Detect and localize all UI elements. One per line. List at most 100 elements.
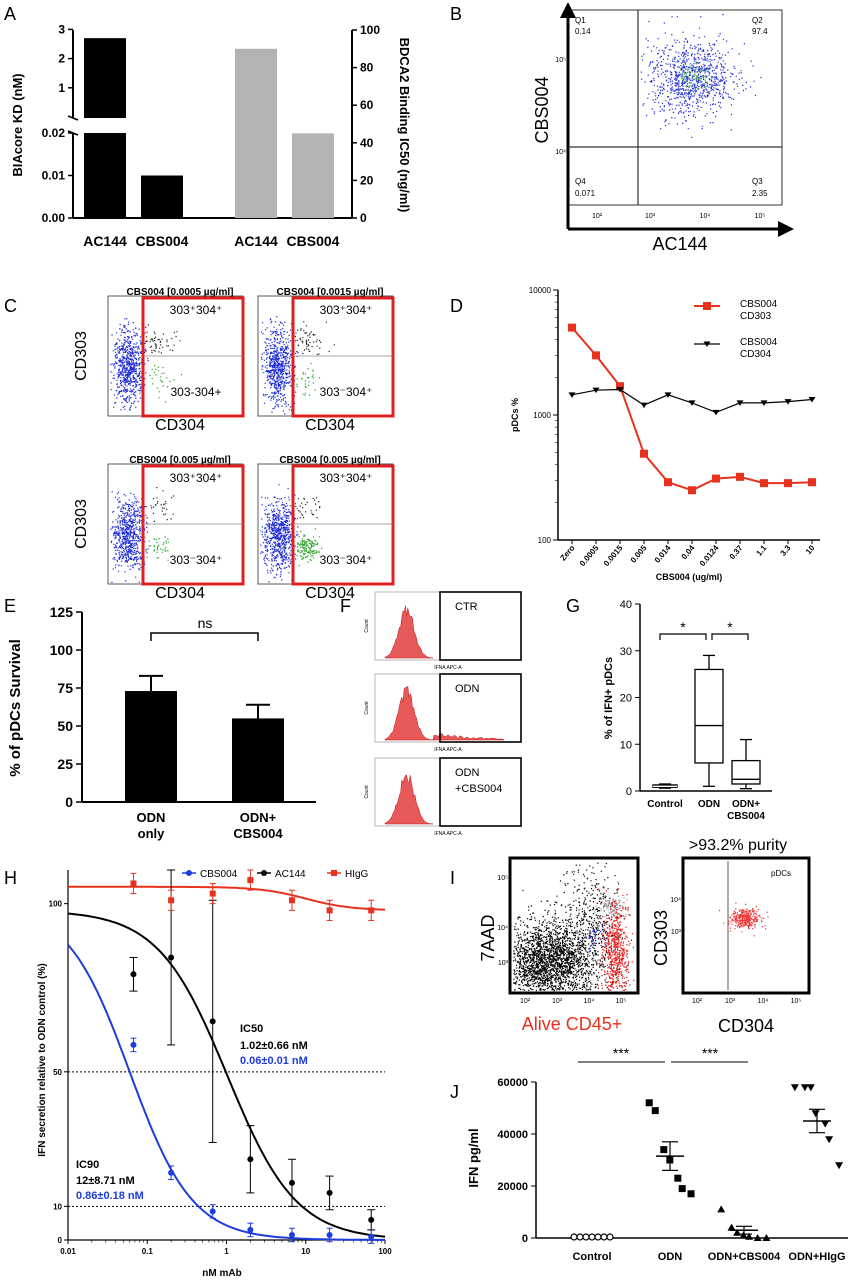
panel-e-ytick-label: 50 <box>57 718 73 734</box>
panel-h-point-cbs004 <box>326 1231 333 1238</box>
panel-c-gate-label-upper: 303⁺304⁺ <box>170 303 223 317</box>
panel-j-point-triangle <box>739 1231 748 1239</box>
panel-h-point-ac144 <box>130 971 137 978</box>
panel-b: B Q1 0.14 Q2 97.4 Q3 2.35 Q4 0.071 10² 10³ 10⁴ 10⁵ 1… <box>450 2 794 254</box>
panel-g-significance-label: * <box>727 619 733 635</box>
panel-j-xlabel: ODN+HIgG <box>788 1251 845 1263</box>
panel-i-right-title: >93.2% purity <box>689 837 787 854</box>
panel-j-ytick-label: 20000 <box>497 1181 528 1193</box>
panel-d-ytick-label: 10000 <box>529 286 552 295</box>
panel-f-histogram-fill <box>384 685 505 741</box>
panel-b-y-arrowhead <box>560 2 576 18</box>
panel-i-right-xlabel: CD304 <box>718 1016 774 1036</box>
panel-i-gray-cells <box>594 891 628 920</box>
panel-h-ic50-title: IC50 <box>240 1023 263 1035</box>
panel-d-xtick-label: 1.1 <box>754 543 768 558</box>
panel-c-plot-title: CBS004 [0.0015 µg/ml] <box>277 287 384 298</box>
panel-d-xtick-label: 3.3 <box>778 543 792 558</box>
panel-b-q1-name: Q1 <box>575 16 586 25</box>
panel-c: C CBS004 [0.0005 µg/ml]303⁺304⁺303-304+C… <box>4 287 395 602</box>
panel-a-xlabel: AC144 <box>83 233 127 249</box>
panel-i-left-xtick-label: 10² <box>520 998 531 1005</box>
panel-h-point-cbs004 <box>209 1208 216 1215</box>
panel-c-xlabel: CD304 <box>305 417 355 434</box>
panel-d-xtick-label: 0.014 <box>653 543 673 565</box>
panel-c-gate-label-upper: 303⁺304⁺ <box>320 471 373 485</box>
panel-g-ytick-label: 30 <box>620 646 632 658</box>
panel-b-q4-name: Q4 <box>575 177 586 186</box>
panel-h-fit-higg <box>68 885 385 911</box>
panel-d-xtick-label: 0.37 <box>728 543 745 561</box>
panel-h-fit-cbs004 <box>67 944 385 1241</box>
panel-h-point-cbs004 <box>368 1233 375 1240</box>
panel-d-line-cd303 <box>571 326 813 492</box>
panel-j-point-odn <box>674 1174 682 1182</box>
panel-a-bar-cbs004-kd <box>141 175 183 218</box>
panel-h-ic50-ac144: 1.02±0.66 nM <box>240 1040 308 1052</box>
panel-d-marker-cd304 <box>736 400 744 406</box>
panel-c-xlabel: CD304 <box>305 585 355 602</box>
panel-d-marker-cd304 <box>568 392 576 398</box>
panel-a-right-ytick-label: 60 <box>360 98 374 112</box>
panel-label-b: B <box>450 4 462 24</box>
panel-e-significance-label: ns <box>198 615 213 631</box>
panel-a-xlabel: CBS004 <box>136 233 189 249</box>
panel-e-significance-bracket <box>150 632 259 641</box>
panel-j-point-higg <box>806 1084 815 1092</box>
panel-h-xtick-label: 100 <box>378 1247 392 1256</box>
panel-d-marker-cd303 <box>592 351 600 360</box>
panel-d-marker-cd304 <box>712 409 720 416</box>
panel-e-bar <box>125 691 177 802</box>
panel-i-left-ytick-label: 10⁵ <box>497 875 508 882</box>
panel-h-point-ac144 <box>168 954 175 961</box>
panel-j-point-control <box>582 1233 590 1241</box>
panel-c-plot-title: CBS004 [0.0005 µg/ml] <box>127 287 234 298</box>
panel-j-point-control <box>576 1233 584 1241</box>
panel-c-double-positive-cells <box>144 324 181 354</box>
panel-e: E % of pDCs Survival 0 25 50 75 100 125 ODNonl… <box>4 596 316 841</box>
panel-d-marker-cd304 <box>592 387 600 394</box>
panel-g-xlabel: CBS004 <box>727 811 765 822</box>
panel-b-xlabel: AC144 <box>652 234 707 254</box>
panel-h-point-higg <box>247 877 254 884</box>
panel-h-point-cbs004 <box>247 1226 254 1233</box>
panel-j-point-control <box>570 1233 578 1241</box>
panel-c-double-positive-cells <box>294 321 335 356</box>
panel-j: J IFN pg/ml 0 20000 40000 60000 Control ODN OD… <box>450 1045 848 1263</box>
panel-label-f: F <box>340 596 351 616</box>
panel-j-point-control <box>600 1233 608 1241</box>
panel-h-point-ac144 <box>209 1018 216 1025</box>
panel-label-a: A <box>4 4 16 24</box>
panel-f-gate-label: CTR <box>455 601 478 613</box>
panel-c-red-gate <box>291 464 395 586</box>
panel-a-bar-ac144-kd-lower <box>84 133 126 218</box>
panel-a-bar-ac144-ic50 <box>235 48 277 218</box>
panel-d-marker-cd303 <box>736 472 744 481</box>
panel-d-legend-label: CBS004 <box>740 299 778 310</box>
panel-d-marker-cd303 <box>712 474 720 483</box>
panel-b-q3-name: Q3 <box>752 177 763 186</box>
panel-h-legend-label: CBS004 <box>200 869 238 880</box>
panel-d: D 100 1000 10000 pDCs % Zero 0.0005 0.0015 0.00… <box>450 286 820 582</box>
panel-h: H IFN secretion relative to ODN control … <box>4 868 392 1279</box>
panel-g-xlabel: ODN+ <box>732 799 760 810</box>
panel-c-gate-label-lower: 303⁻304⁺ <box>320 385 373 399</box>
panel-j-significance-label: *** <box>613 1045 630 1061</box>
panel-f-positive-gate <box>439 757 522 827</box>
panel-j-point-control <box>594 1233 602 1241</box>
panel-i-left-ylabel: 7AAD <box>478 914 498 961</box>
panel-d-marker-cd303 <box>640 449 648 458</box>
panel-f-histogram-2: ODN IFNA APC-A Count <box>364 673 522 753</box>
panel-c-single-positive-cells <box>294 528 323 567</box>
panel-g-xlabel: ODN <box>698 799 720 810</box>
panel-g-ytick-label: 0 <box>626 786 632 798</box>
panel-j-point-higg <box>800 1084 809 1092</box>
panel-f-xlabel: IFNA APC-A <box>434 831 462 837</box>
panel-i-right-xtick-label: 10⁵ <box>791 998 802 1005</box>
panel-d-legend-label: CBS004 <box>740 337 778 348</box>
panel-j-point-triangle <box>762 1234 771 1241</box>
panel-e-ytick-label: 125 <box>50 604 74 620</box>
panel-f-ylabel: Count <box>364 619 370 633</box>
panel-j-point-odn <box>678 1185 686 1193</box>
